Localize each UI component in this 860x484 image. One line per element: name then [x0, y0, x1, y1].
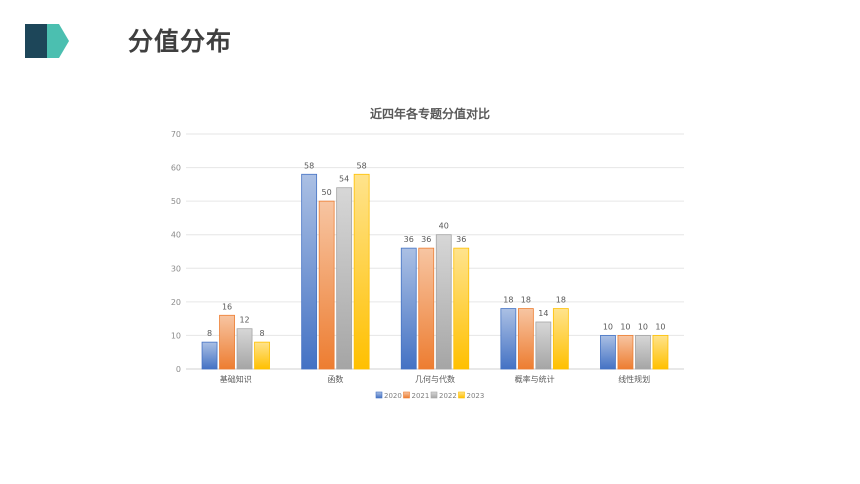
bar	[301, 173, 318, 370]
bar	[652, 335, 669, 370]
data-label: 8	[260, 329, 265, 338]
y-tick-label: 0	[176, 365, 181, 374]
data-label: 50	[322, 188, 332, 197]
legend-swatch	[403, 391, 410, 399]
bar	[600, 335, 616, 370]
x-tick-label: 线性规划	[618, 374, 650, 384]
data-label: 58	[357, 161, 367, 170]
data-label: 40	[439, 222, 449, 231]
y-tick-label: 50	[171, 197, 181, 206]
x-tick-label: 基础知识	[220, 374, 252, 384]
data-label: 18	[556, 296, 566, 305]
bar	[635, 335, 651, 370]
bar	[400, 247, 417, 370]
data-label: 16	[222, 302, 232, 311]
data-label: 14	[538, 309, 548, 318]
x-tick-label: 几何与代数	[415, 374, 455, 384]
bar	[418, 247, 435, 370]
bar	[517, 308, 534, 370]
y-tick-label: 20	[171, 298, 181, 307]
legend: 2020 2021 2022 2023	[375, 391, 485, 400]
data-label: 18	[521, 296, 531, 305]
chart-title: 近四年各专题分值对比	[370, 106, 490, 121]
y-tick-label: 30	[171, 264, 181, 273]
legend-label: 2021	[412, 392, 430, 400]
bar	[453, 247, 470, 370]
data-label: 10	[620, 322, 630, 331]
bar	[254, 341, 270, 370]
bar	[219, 314, 235, 370]
legend-label: 2020	[384, 392, 402, 400]
bar	[236, 328, 253, 370]
data-label: 58	[304, 161, 314, 170]
title-accent-icon	[25, 24, 69, 58]
bar	[353, 173, 370, 370]
data-label: 10	[638, 322, 648, 331]
page-title: 分值分布	[128, 27, 233, 56]
data-label: 8	[207, 329, 212, 338]
data-label: 36	[421, 235, 431, 244]
bar	[617, 335, 634, 370]
legend-label: 2023	[467, 392, 485, 400]
y-tick-label: 10	[171, 331, 181, 340]
x-tick-label: 概率与统计	[515, 374, 555, 384]
y-tick-label: 70	[171, 130, 181, 139]
data-label: 10	[603, 322, 613, 331]
data-label: 36	[404, 235, 414, 244]
bar	[552, 308, 569, 370]
bar	[318, 200, 335, 370]
data-label: 12	[239, 316, 249, 325]
data-label: 54	[339, 175, 349, 184]
bar	[500, 308, 517, 370]
y-tick-label: 40	[171, 231, 181, 240]
legend-swatch	[430, 391, 438, 399]
bar	[336, 187, 353, 370]
data-label: 18	[503, 296, 513, 305]
bar	[435, 234, 452, 370]
x-tick-label: 函数	[327, 374, 343, 384]
legend-label: 2022	[439, 392, 457, 400]
bar	[201, 341, 218, 370]
bars: 8 16 12 8 基础知识 58 50 54 58 函数 36 36 40 36 几何与代数 18 18 14 1…	[201, 161, 669, 384]
data-label: 36	[456, 235, 466, 244]
data-label: 10	[655, 322, 665, 331]
bar	[535, 321, 552, 370]
legend-swatch	[375, 391, 383, 399]
legend-swatch	[458, 391, 465, 399]
y-tick-label: 60	[171, 164, 181, 173]
